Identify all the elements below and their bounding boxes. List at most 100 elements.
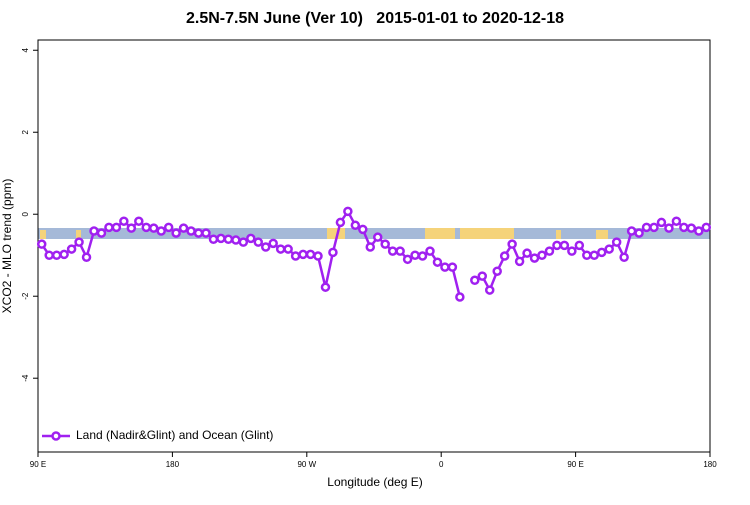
y-tick-label: -2 (21, 292, 30, 300)
data-point (320, 282, 331, 292)
x-tick-label: 90 W (297, 460, 316, 469)
data-point (313, 251, 323, 261)
x-tick-label: 0 (439, 460, 444, 469)
data-point (395, 246, 405, 256)
data-point (552, 240, 562, 251)
data-point (328, 247, 338, 258)
data-point (141, 222, 152, 233)
data-point (619, 252, 629, 263)
data-point (51, 250, 62, 260)
data-point (253, 237, 264, 247)
land-patch (556, 230, 561, 239)
data-point (626, 226, 637, 236)
data-point (574, 240, 585, 251)
data-point (567, 246, 577, 256)
data-point (380, 239, 390, 249)
legend-label: Land (Nadir&Glint) and Ocean (Glint) (76, 428, 273, 442)
data-point (305, 249, 316, 260)
data-point (81, 252, 92, 263)
data-point (365, 242, 376, 252)
legend-marker (51, 431, 61, 441)
data-point (455, 292, 465, 302)
data-point (350, 220, 361, 231)
data-point (529, 253, 540, 263)
data-point (178, 223, 189, 233)
data-point (74, 237, 84, 247)
data-point (231, 235, 241, 245)
data-point (126, 223, 137, 233)
land-patch (327, 228, 345, 239)
data-point (701, 222, 712, 233)
data-point (589, 250, 600, 260)
data-point (410, 250, 420, 260)
y-tick-label: 4 (21, 47, 30, 52)
data-point (596, 247, 607, 258)
map-band (38, 228, 710, 239)
data-point (402, 254, 413, 265)
data-point (499, 251, 510, 261)
data-point (671, 216, 682, 226)
data-point (186, 226, 196, 236)
data-point (656, 217, 667, 228)
y-axis-label: XCO2 - MLO trend (ppm) (0, 179, 14, 314)
data-point (649, 222, 659, 233)
data-point (208, 234, 219, 244)
data-point (432, 257, 443, 267)
data-point (559, 240, 570, 251)
data-point (343, 206, 353, 217)
x-tick-label: 180 (703, 460, 717, 469)
data-point (216, 233, 226, 244)
data-point (298, 249, 308, 260)
data-point (104, 222, 114, 233)
data-point (246, 233, 256, 244)
data-point (507, 239, 517, 249)
x-tick-label: 180 (166, 460, 180, 469)
data-point (582, 250, 592, 260)
x-axis-label: Longitude (deg E) (327, 475, 422, 489)
data-point (537, 250, 547, 260)
x-tick-label: 90 E (567, 460, 583, 469)
data-point (335, 217, 346, 228)
data-point (440, 262, 450, 272)
data-point (119, 216, 129, 226)
data-point (36, 239, 47, 249)
land-patch (596, 230, 608, 239)
data-point (283, 244, 293, 254)
land-patch (460, 228, 514, 239)
data-point (522, 248, 532, 258)
data-point (679, 222, 689, 233)
data-point (134, 216, 144, 226)
data-point (477, 271, 488, 281)
data-point (96, 228, 107, 238)
data-point (641, 222, 652, 233)
data-point (544, 246, 555, 256)
data-point (201, 228, 211, 238)
data-point (260, 242, 271, 252)
data-point (611, 237, 622, 247)
data-point (156, 226, 166, 236)
data-point (492, 266, 502, 276)
data-point (694, 226, 704, 236)
data-point (111, 222, 122, 233)
data-point (634, 228, 644, 238)
land-patch (425, 228, 455, 239)
data-point (163, 222, 174, 233)
data-point (484, 285, 495, 295)
data-point (604, 244, 614, 254)
data-point (358, 224, 368, 235)
land-patch (76, 230, 81, 239)
chart-title: 2.5N-7.5N June (Ver 10) 2015-01-01 to 20… (186, 10, 564, 27)
data-point (59, 249, 69, 260)
data-point (171, 228, 181, 238)
data-point (447, 262, 458, 272)
data-point (223, 234, 234, 244)
data-point (290, 251, 301, 261)
land-patch (40, 230, 46, 239)
data-point (417, 251, 428, 261)
ocean-band (38, 228, 710, 239)
data-point (514, 256, 525, 267)
data-point (372, 232, 383, 242)
data-point (425, 246, 435, 256)
data-point (275, 244, 286, 254)
data-point (238, 237, 249, 247)
